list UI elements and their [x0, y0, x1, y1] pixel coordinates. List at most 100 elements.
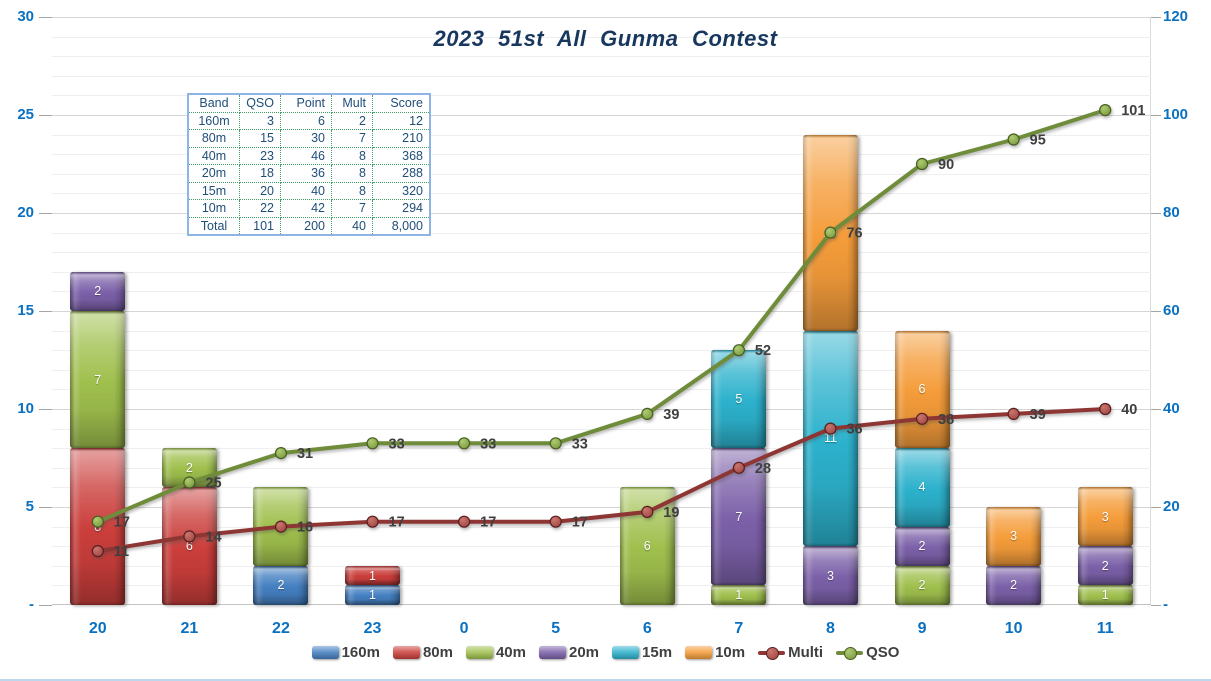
legend-line-dot	[844, 647, 858, 660]
y-right-tickmark	[1151, 213, 1161, 214]
gridline-minor	[52, 467, 1151, 469]
qso-value-label: 101	[1121, 103, 1145, 119]
table-cell: 40	[280, 181, 332, 200]
bar-segment-10m-h10: 3	[986, 507, 1042, 566]
table-row-15m: 15m 20 40 8 320	[187, 181, 431, 200]
table-cell: 8,000	[372, 216, 431, 236]
legend-item-15m: 15m	[612, 644, 672, 661]
qso-marker	[366, 437, 379, 450]
qso-value-label: 90	[938, 157, 954, 173]
legend-item-80m: 80m	[392, 644, 453, 661]
legend-line-dot	[766, 647, 780, 660]
table-cell: 320	[372, 181, 431, 200]
y-left-tickmark	[39, 311, 52, 312]
gridline-minor	[52, 173, 1151, 175]
gridline-minor	[52, 369, 1151, 371]
multi-marker	[274, 520, 288, 533]
gridline-minor	[52, 75, 1151, 77]
multi-value-label: 39	[1030, 407, 1046, 423]
qso-marker	[91, 515, 104, 528]
bar-segment-label: 5	[735, 392, 743, 407]
qso-marker	[458, 437, 471, 450]
gridline-minor	[52, 95, 1151, 97]
multi-value-label: 28	[755, 461, 771, 477]
table-cell: 15m	[187, 181, 240, 200]
table-cell: 10m	[187, 199, 240, 218]
table-row-160m: 160m 3 6 2 12	[187, 111, 431, 130]
gridline-minor	[52, 389, 1151, 391]
legend-label: Multi	[788, 644, 824, 661]
y-left-tickmark	[39, 605, 52, 606]
qso-marker	[1007, 133, 1020, 146]
y-right-tickmark	[1151, 409, 1161, 410]
multi-marker	[1007, 407, 1020, 420]
bar-segment-20m-h11: 2	[1077, 546, 1133, 586]
score-table-body: 160m 3 6 2 12 80m 15 30 7 210 40m 23 46 8 368 20m 18 36 8 2…	[187, 111, 431, 236]
y-left-tick-label: 5	[25, 498, 34, 515]
x-axis-label-h5: 5	[551, 620, 561, 637]
gridline-major	[52, 115, 1151, 116]
y-right-tick-label: -	[1163, 596, 1168, 613]
table-cell: 12	[372, 111, 431, 130]
bar-segment-20m-h9: 2	[894, 526, 950, 567]
qso-marker	[274, 447, 288, 460]
y-left-tickmark	[39, 213, 52, 214]
bar-segment-label: 7	[735, 509, 743, 524]
y-right-tick-label: 60	[1163, 302, 1180, 319]
qso-value-label: 52	[755, 343, 771, 359]
table-cell: 368	[372, 146, 431, 165]
table-cell: Total	[187, 216, 240, 236]
gridline-major	[52, 213, 1151, 214]
multi-value-label: 38	[938, 412, 954, 428]
bar-segment-label: 6	[918, 382, 926, 397]
table-cell: 7	[331, 129, 373, 148]
qso-value-label: 33	[480, 436, 496, 452]
y-left-tickmark	[39, 17, 52, 18]
x-axis-label-h23: 23	[363, 620, 382, 637]
bar-segment-label: 2	[918, 539, 926, 554]
table-cell: 22	[239, 199, 281, 218]
gridline-minor	[52, 271, 1151, 273]
y-left-tick-label: 30	[17, 8, 34, 25]
y-right-tick-label: 120	[1163, 8, 1189, 25]
x-axis-label-h0: 0	[459, 620, 469, 637]
bar-segment-label: 1	[369, 568, 376, 583]
table-row-40m: 40m 23 46 8 368	[187, 146, 431, 165]
table-cell: 18	[239, 164, 281, 183]
qso-value-label: 33	[389, 436, 405, 452]
gridline-minor	[52, 546, 1151, 548]
legend-swatch-icon	[465, 646, 493, 659]
gridline-minor	[52, 36, 1151, 38]
bottom-border	[0, 679, 1211, 681]
x-axis-label-h8: 8	[826, 620, 835, 637]
x-axis-label-h20: 20	[88, 620, 107, 637]
gridline-major	[52, 17, 1151, 18]
legend-label: 40m	[495, 644, 526, 661]
gridline-minor	[52, 585, 1151, 587]
table-cell: 200	[280, 216, 332, 236]
table-cell: 8	[331, 181, 373, 200]
legend-swatch-icon	[311, 646, 339, 659]
x-axis-label-h21: 21	[180, 620, 199, 637]
legend-label: 80m	[422, 644, 453, 661]
multi-value-label: 17	[572, 515, 588, 531]
gridline-major	[52, 507, 1151, 508]
score-table: Band QSO Point Mult Score 160m 3 6 2 12 80m 15 30 7 2…	[187, 93, 431, 236]
bar-segment-label: 2	[1010, 578, 1018, 593]
y-left-tickmark	[39, 409, 52, 410]
legend-item-multi: Multi	[758, 644, 823, 661]
multi-value-label: 19	[663, 505, 679, 521]
bar-segment-80m-h21: 6	[161, 487, 217, 605]
multi-value-label: 16	[297, 520, 313, 536]
multi-value-label: 40	[1121, 402, 1137, 418]
multi-value-label: 11	[114, 544, 129, 560]
bar-segment-15m-h9: 4	[894, 448, 950, 528]
bar-segment-10m-h9: 6	[894, 330, 950, 449]
qso-value-label: 76	[846, 226, 862, 242]
bar-segment-80m-h20: 8	[70, 448, 126, 605]
y-right-tick-label: 80	[1163, 204, 1180, 221]
qso-line	[95, 108, 1108, 524]
x-axis-label-h9: 9	[917, 620, 927, 637]
legend-item-20m: 20m	[539, 644, 599, 661]
legend: 160m 80m 40m 20m 15m 10m Multi QSO	[0, 644, 1211, 661]
